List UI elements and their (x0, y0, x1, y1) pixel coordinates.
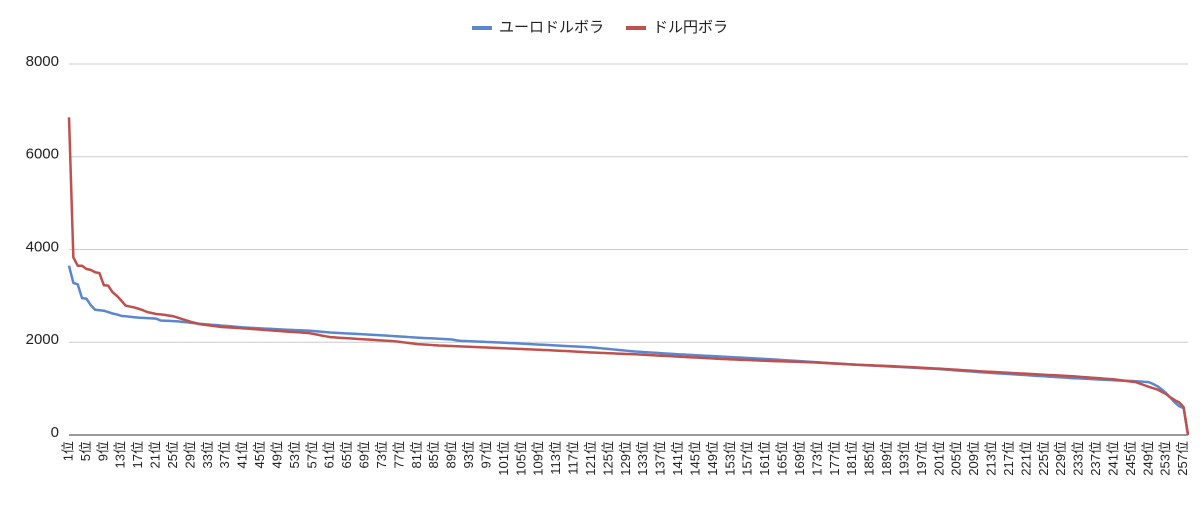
x-tick-label: 209位 (966, 441, 981, 476)
x-tick-label: 105位 (513, 441, 528, 476)
x-tick-label: 41位 (235, 441, 250, 468)
x-tick-label: 133位 (635, 441, 650, 476)
x-tick-label: 161位 (757, 441, 772, 476)
y-tick-label: 8000 (26, 53, 59, 70)
x-tick-label: 1位 (60, 441, 75, 461)
x-tick-label: 57位 (304, 441, 319, 468)
x-tick-label: 29位 (182, 441, 197, 468)
y-tick-label: 0 (51, 424, 59, 441)
x-tick-label: 61位 (322, 441, 337, 468)
x-tick-label: 17位 (130, 441, 145, 468)
x-tick-label: 193位 (896, 441, 911, 476)
legend-label: ユーロドルボラ (499, 19, 604, 36)
y-tick-label: 2000 (26, 331, 59, 348)
x-tick-label: 37位 (217, 441, 232, 468)
x-tick-label: 77位 (391, 441, 406, 468)
x-tick-label: 69位 (357, 441, 372, 468)
x-tick-label: 85位 (426, 441, 441, 468)
x-tick-label: 49位 (269, 441, 284, 468)
x-tick-label: 53位 (287, 441, 302, 468)
x-tick-label: 101位 (496, 441, 511, 476)
x-tick-label: 205位 (949, 441, 964, 476)
x-tick-label: 249位 (1140, 441, 1155, 476)
x-tick-label: 245位 (1123, 441, 1138, 476)
x-tick-label: 217位 (1001, 441, 1016, 476)
legend-label: ドル円ボラ (653, 19, 728, 36)
x-tick-label: 93位 (461, 441, 476, 468)
x-tick-label: 137位 (653, 441, 668, 476)
x-tick-label: 65位 (339, 441, 354, 468)
x-tick-label: 45位 (252, 441, 267, 468)
x-tick-label: 169位 (792, 441, 807, 476)
x-tick-label: 145位 (687, 441, 702, 476)
x-tick-label: 81位 (409, 441, 424, 468)
series-line (67, 265, 1190, 436)
x-tick-label: 113位 (548, 441, 563, 475)
x-tick-label: 197位 (914, 441, 929, 476)
y-tick-label: 4000 (26, 238, 59, 255)
x-tick-label: 173位 (809, 441, 824, 476)
x-tick-label: 89位 (444, 441, 459, 468)
x-tick-label: 141位 (670, 441, 685, 476)
x-tick-label: 73位 (374, 441, 389, 468)
x-tick-label: 97位 (478, 441, 493, 468)
x-tick-label: 201位 (931, 441, 946, 476)
x-tick-label: 177位 (827, 441, 842, 476)
x-tick-label: 253位 (1158, 441, 1173, 476)
x-tick-label: 181位 (844, 441, 859, 476)
x-tick-label: 117位 (566, 441, 581, 475)
x-tick-label: 149位 (705, 441, 720, 476)
x-tick-label: 109位 (531, 441, 546, 476)
series-line (67, 117, 1190, 436)
x-tick-label: 121位 (583, 441, 598, 476)
x-tick-label: 157位 (740, 441, 755, 476)
x-tick-label: 33位 (200, 441, 215, 468)
x-tick-label: 25位 (165, 441, 180, 468)
x-tick-label: 229位 (1053, 441, 1068, 476)
x-tick-label: 125位 (600, 441, 615, 476)
y-tick-label: 6000 (26, 146, 59, 163)
x-tick-label: 221位 (1018, 441, 1033, 476)
x-tick-label: 189位 (879, 441, 894, 476)
x-tick-label: 9位 (95, 441, 110, 461)
x-tick-label: 233位 (1071, 441, 1086, 476)
x-tick-label: 129位 (618, 441, 633, 476)
x-tick-label: 185位 (862, 441, 877, 476)
x-tick-label: 13位 (113, 441, 128, 468)
x-tick-label: 153位 (722, 441, 737, 476)
x-tick-label: 21位 (148, 441, 163, 468)
x-tick-label: 257位 (1175, 441, 1190, 476)
x-tick-label: 225位 (1036, 441, 1051, 476)
x-tick-label: 165位 (775, 441, 790, 476)
x-tick-label: 5位 (78, 441, 93, 461)
x-tick-label: 241位 (1105, 441, 1120, 476)
x-tick-label: 237位 (1088, 441, 1103, 476)
x-tick-label: 213位 (984, 441, 999, 476)
